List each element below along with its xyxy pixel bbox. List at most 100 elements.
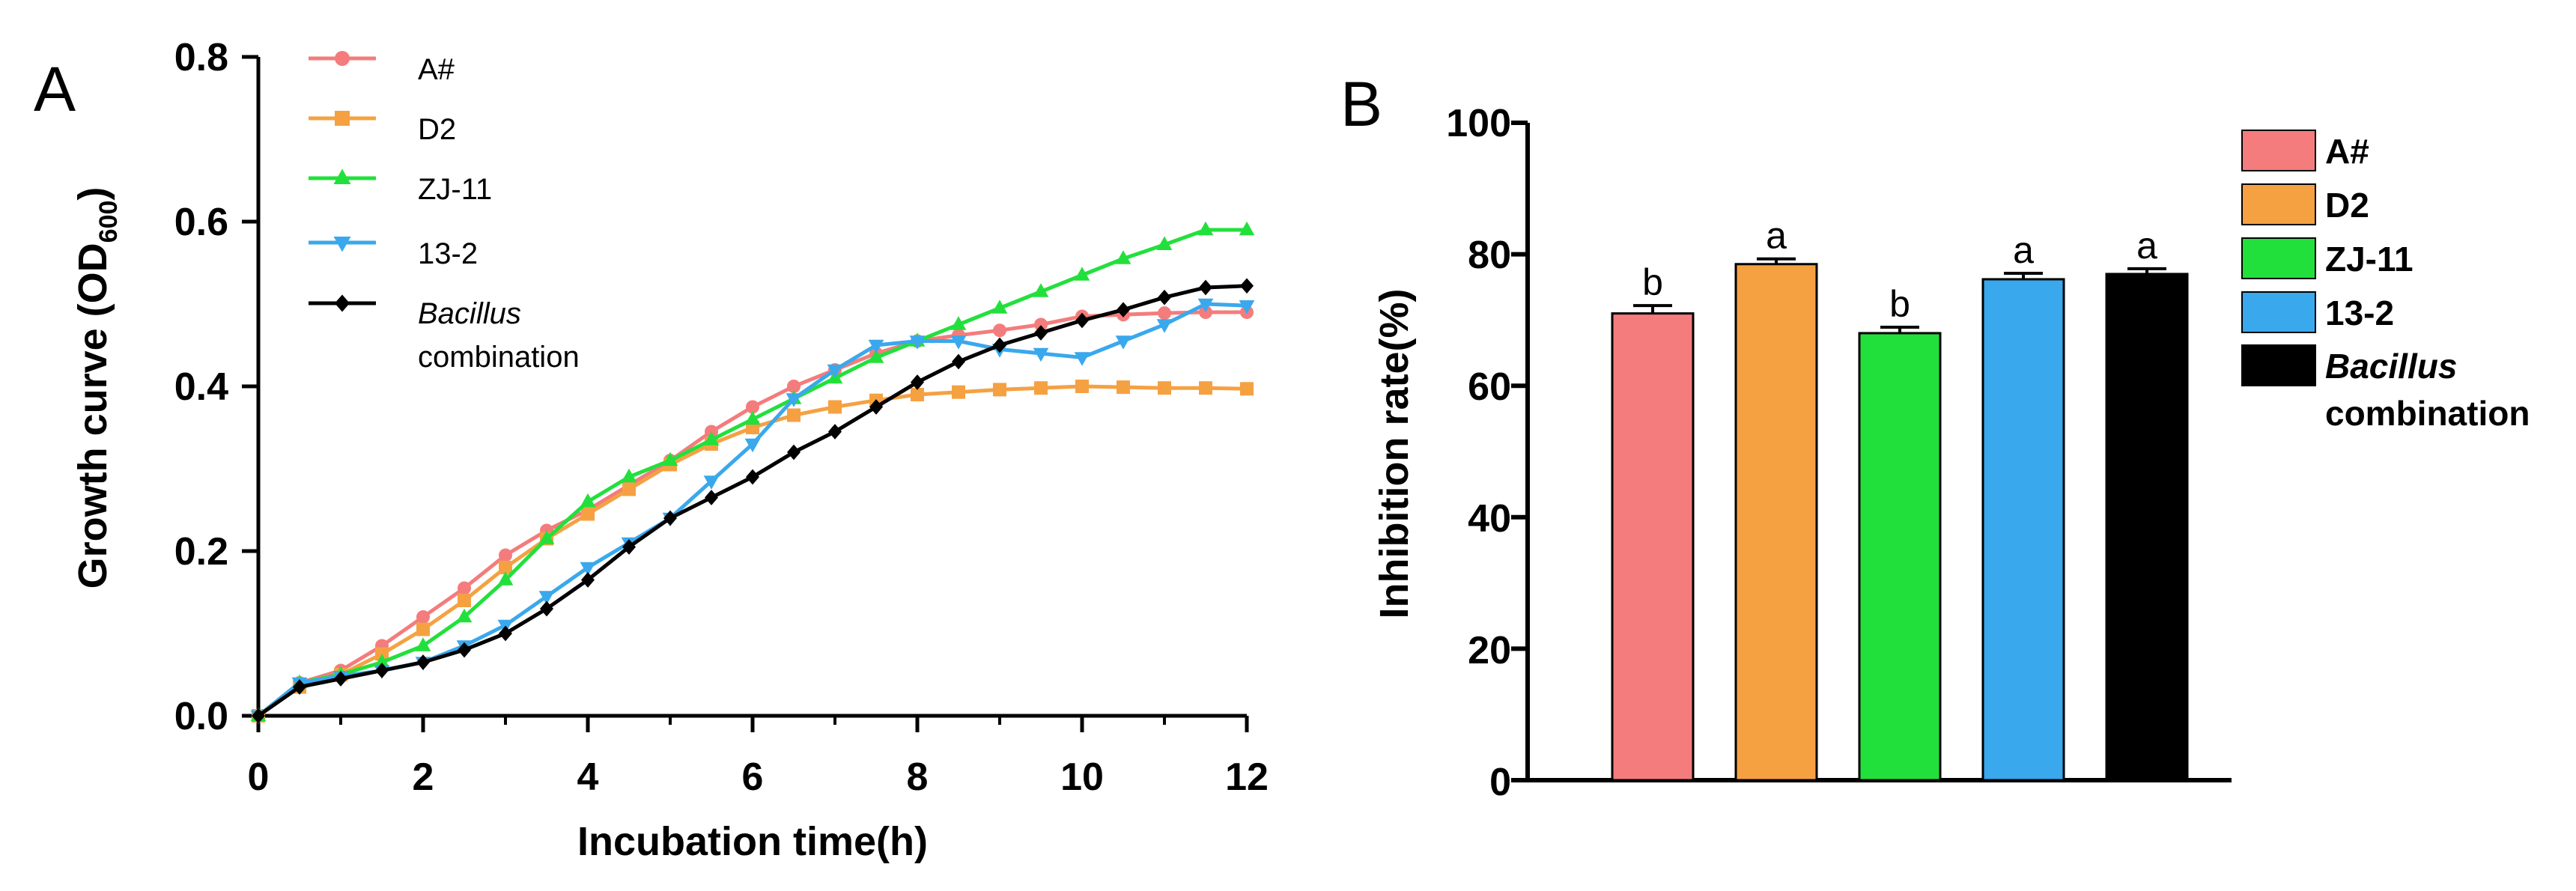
panel-b-y-tick-labels: 0 20 40 60 80 100 <box>1446 102 1511 804</box>
data-point <box>458 581 471 595</box>
legend-label: ZJ-11 <box>418 173 492 206</box>
panel-a-line-chart: A 0.0 0.2 0.4 0.6 0.8 0 2 4 6 8 10 12 In… <box>34 36 1269 864</box>
panel-b-bars <box>1611 257 2189 782</box>
data-point <box>705 490 718 505</box>
data-point <box>375 663 389 678</box>
panel-a-letter: A <box>34 54 76 124</box>
x-tick-label: 2 <box>413 755 434 799</box>
data-point <box>787 408 801 422</box>
data-point <box>828 400 842 414</box>
panel-a-x-tick-labels: 0 2 4 6 8 10 12 <box>248 755 1269 799</box>
data-point <box>1033 283 1049 297</box>
data-point <box>416 610 430 624</box>
significance-letter: b <box>1889 283 1910 325</box>
data-point <box>663 510 677 526</box>
data-point <box>499 625 512 642</box>
bar <box>1858 332 1942 782</box>
data-point <box>580 562 596 577</box>
data-point <box>333 168 351 184</box>
panel-a-y-tick-labels: 0.0 0.2 0.4 0.6 0.8 <box>174 36 228 738</box>
data-point <box>1156 236 1173 250</box>
data-point <box>1075 380 1089 393</box>
x-tick-label: 8 <box>907 755 929 799</box>
data-point <box>416 654 430 670</box>
y-tick-label: 40 <box>1468 497 1511 541</box>
legend-label: 13-2 <box>418 237 478 270</box>
data-point <box>540 600 553 617</box>
legend-label: A# <box>2325 132 2369 171</box>
panel-a-series <box>250 221 1255 725</box>
data-point <box>909 335 926 350</box>
data-point <box>621 468 637 483</box>
data-point <box>703 475 720 490</box>
data-point <box>1197 298 1214 313</box>
data-point <box>335 51 350 66</box>
panel-b-legend: A# D2 ZJ-11 13-2 Bacillus combination <box>2241 130 2530 433</box>
data-point <box>746 469 759 485</box>
data-point <box>950 316 967 330</box>
legend-label: Bacillus <box>418 297 521 330</box>
legend-label: A# <box>418 53 455 86</box>
data-point <box>991 299 1008 314</box>
data-point <box>335 294 350 312</box>
data-point <box>1239 221 1255 236</box>
data-point <box>1240 278 1254 294</box>
y-tick-label: 80 <box>1468 234 1511 277</box>
data-point <box>1033 347 1049 362</box>
significance-letter: a <box>2136 225 2157 267</box>
legend-label: combination <box>2325 394 2530 433</box>
data-point <box>1074 352 1090 366</box>
data-point <box>993 323 1006 338</box>
bar <box>1734 263 1818 782</box>
data-point <box>538 530 555 544</box>
legend-label: D2 <box>418 113 456 146</box>
data-point <box>374 654 390 668</box>
x-tick-label: 12 <box>1225 755 1269 799</box>
significance-letter: a <box>1766 215 1787 257</box>
data-point <box>456 608 473 623</box>
data-point <box>1115 250 1131 264</box>
data-point <box>580 493 596 508</box>
legend-swatch <box>2241 291 2316 333</box>
data-point <box>744 410 761 425</box>
x-tick-label: 10 <box>1060 755 1104 799</box>
data-point <box>746 400 759 414</box>
series <box>250 298 1255 725</box>
data-point <box>786 393 802 407</box>
panel-b-significance-letters: b a b a a <box>1642 215 2157 325</box>
data-point <box>1034 325 1048 341</box>
data-point <box>869 399 883 415</box>
data-point <box>334 671 347 687</box>
data-point <box>827 364 843 379</box>
data-point <box>1074 267 1090 281</box>
data-point <box>1199 381 1212 395</box>
y-tick-label: 100 <box>1446 102 1511 145</box>
bar <box>2105 273 2189 782</box>
data-point <box>828 424 842 440</box>
y-tick-label: 0.8 <box>174 36 228 79</box>
data-point <box>1034 317 1048 332</box>
data-point <box>1158 289 1171 305</box>
legend-label: Bacillus <box>2325 347 2457 386</box>
series <box>252 278 1254 724</box>
data-point <box>1156 319 1173 333</box>
panel-a-x-axis-title: Incubation time(h) <box>577 819 928 864</box>
legend-label: 13-2 <box>2325 294 2394 332</box>
data-point <box>703 431 720 446</box>
legend-swatch <box>2241 344 2316 386</box>
bar <box>1611 312 1695 782</box>
data-point <box>787 380 801 393</box>
data-point <box>581 572 595 588</box>
data-point <box>1239 300 1255 314</box>
x-tick-label: 0 <box>248 755 270 799</box>
legend-swatch <box>2241 237 2316 279</box>
data-point <box>1158 306 1171 320</box>
y-tick-label: 60 <box>1468 365 1511 409</box>
significance-letter: b <box>1642 261 1663 303</box>
data-point <box>1240 382 1254 396</box>
data-point <box>252 708 265 724</box>
data-point <box>1075 312 1089 329</box>
legend-swatch <box>2241 183 2316 225</box>
y-tick-label: 0.2 <box>174 530 228 574</box>
